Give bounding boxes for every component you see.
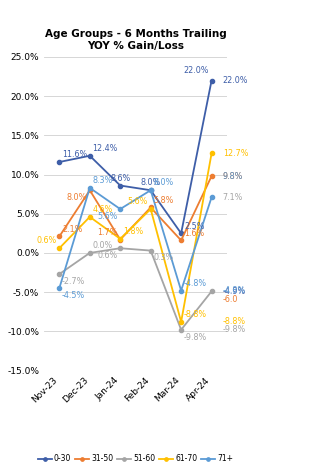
0-30 (149, 188, 152, 193)
Text: 8.0%: 8.0% (140, 179, 161, 188)
31-50 (88, 188, 92, 193)
Text: 9.8%: 9.8% (223, 171, 243, 180)
61-70 (210, 151, 214, 156)
Text: -4.8%: -4.8% (223, 286, 246, 295)
71+ (210, 194, 214, 200)
Text: -9.8%: -9.8% (223, 325, 246, 334)
31-50 (210, 173, 214, 179)
Text: -6.0: -6.0 (223, 295, 238, 304)
Legend: 0-30, 31-50, 51-60, 61-70, 71+: 0-30, 31-50, 51-60, 61-70, 71+ (35, 451, 236, 466)
Text: 5.8%: 5.8% (153, 196, 174, 205)
Text: 8.0%: 8.0% (153, 179, 174, 188)
Line: 31-50: 31-50 (57, 174, 214, 242)
61-70 (57, 246, 61, 251)
Text: -9.8%: -9.8% (184, 332, 207, 342)
71+ (118, 206, 122, 212)
Line: 61-70: 61-70 (57, 152, 214, 324)
71+ (88, 185, 92, 191)
Text: 11.6%: 11.6% (62, 150, 87, 159)
Text: 2.5%: 2.5% (184, 221, 204, 230)
Text: 2.1%: 2.1% (62, 225, 83, 234)
Text: 0.6%: 0.6% (36, 237, 57, 246)
61-70 (118, 236, 122, 242)
Text: -4.8%: -4.8% (184, 279, 207, 288)
71+ (179, 288, 183, 294)
0-30 (118, 183, 122, 189)
Line: 0-30: 0-30 (57, 78, 214, 236)
Text: 5.6%: 5.6% (128, 197, 148, 206)
Text: 8.6%: 8.6% (110, 174, 130, 183)
Text: -4.9%: -4.9% (223, 287, 246, 296)
Line: 71+: 71+ (57, 186, 214, 293)
71+ (57, 285, 61, 291)
Text: 4.6%: 4.6% (93, 205, 113, 214)
Text: 0.6%: 0.6% (97, 251, 117, 260)
0-30 (210, 77, 214, 84)
Text: 8.0%: 8.0% (67, 193, 87, 202)
0-30 (179, 230, 183, 236)
Text: 7.1%: 7.1% (223, 193, 243, 202)
Text: 1.6%: 1.6% (184, 228, 204, 238)
61-70 (88, 214, 92, 220)
61-70 (179, 319, 183, 325)
71+ (149, 188, 152, 193)
Text: -8.8%: -8.8% (184, 310, 207, 319)
31-50 (118, 237, 122, 242)
31-50 (57, 234, 61, 239)
Text: -4.5%: -4.5% (62, 291, 85, 300)
51-60 (57, 271, 61, 277)
Text: 1.8%: 1.8% (123, 227, 143, 236)
Text: 12.4%: 12.4% (93, 144, 118, 153)
61-70 (149, 206, 152, 212)
Text: 22.0%: 22.0% (183, 66, 209, 75)
Line: 51-60: 51-60 (57, 246, 214, 332)
Title: Age Groups - 6 Months Trailing
YOY % Gain/Loss: Age Groups - 6 Months Trailing YOY % Gai… (45, 29, 226, 51)
51-60 (118, 246, 122, 251)
Text: 1.7%: 1.7% (97, 228, 117, 237)
Text: 0.0%: 0.0% (93, 241, 113, 250)
Text: 9.8%: 9.8% (223, 171, 243, 180)
0-30 (88, 153, 92, 159)
31-50 (179, 238, 183, 243)
0-30 (57, 159, 61, 165)
51-60 (179, 327, 183, 332)
51-60 (210, 288, 214, 294)
Text: 0.3%: 0.3% (153, 253, 174, 262)
Text: 22.0%: 22.0% (223, 76, 248, 85)
51-60 (88, 250, 92, 256)
Text: -8.8%: -8.8% (223, 317, 246, 326)
31-50 (149, 205, 152, 210)
Text: -2.7%: -2.7% (62, 277, 85, 286)
Text: 5.6%: 5.6% (97, 212, 117, 221)
Text: 12.7%: 12.7% (223, 149, 248, 158)
51-60 (149, 248, 152, 254)
Text: 8.3%: 8.3% (93, 176, 113, 185)
